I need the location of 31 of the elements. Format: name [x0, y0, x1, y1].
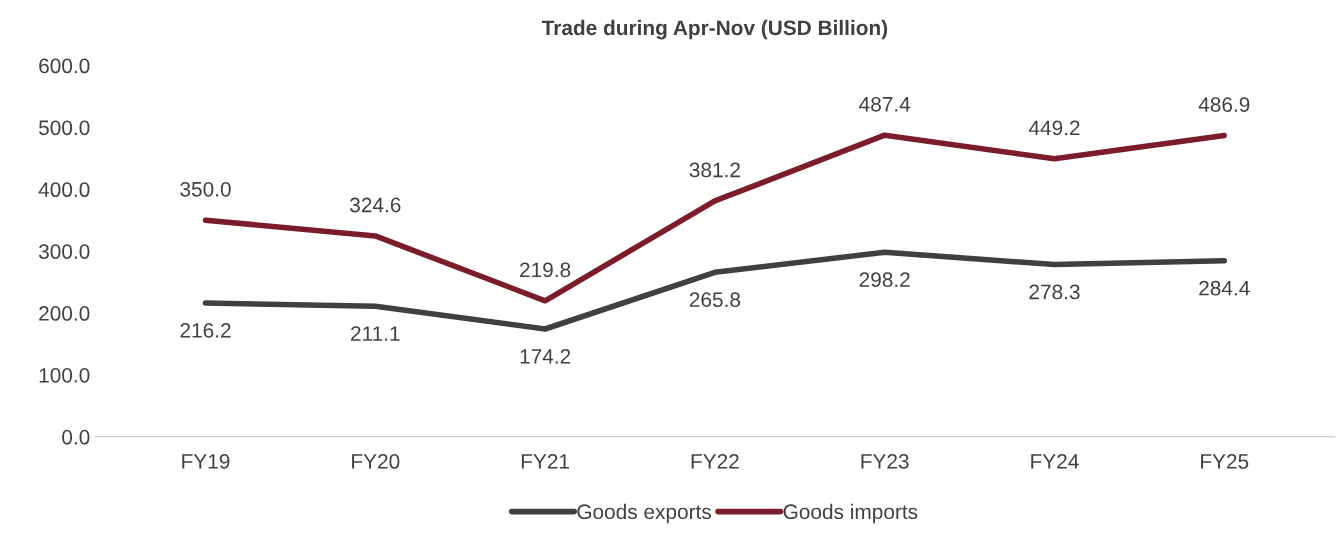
y-tick-label: 500.0	[38, 120, 90, 136]
x-tick-label: FY23	[861, 454, 909, 469]
y-tick-label: 100.0	[39, 367, 90, 383]
x-tick-label: FY19	[182, 454, 230, 469]
chart-title: Trade during Apr-Nov (USD Billion)	[541, 19, 888, 40]
x-tick-label: FY21	[521, 454, 569, 469]
legend-label: Goods exports	[577, 503, 712, 524]
data-label: 219.8	[520, 262, 571, 278]
data-label: 381.2	[689, 162, 740, 178]
data-label: 487.4	[859, 96, 911, 112]
data-label: 486.9	[1198, 97, 1250, 112]
y-tick-label: 600.0	[39, 58, 90, 74]
data-label: 449.2	[1028, 120, 1080, 136]
data-label: 324.6	[350, 197, 401, 213]
data-label: 174.2	[520, 349, 571, 364]
y-tick-label: 200.0	[39, 306, 90, 321]
legend-label: Goods imports	[783, 503, 918, 524]
data-label: 265.8	[689, 292, 741, 308]
y-tick-label: 300.0	[38, 244, 90, 259]
data-label: 216.2	[180, 323, 231, 338]
x-tick-label: FY20	[352, 454, 400, 469]
data-label: 350.0	[180, 181, 231, 197]
data-label: 298.2	[859, 272, 910, 288]
data-label: 284.4	[1199, 280, 1250, 296]
x-tick-label: FY22	[691, 454, 739, 469]
y-tick-label: 0.0	[62, 429, 90, 445]
x-tick-label: FY25	[1201, 454, 1249, 469]
x-tick-label: FY24	[1031, 454, 1079, 469]
y-tick-label: 400.0	[38, 182, 90, 198]
data-label: 278.3	[1029, 284, 1080, 300]
data-label: 211.1	[351, 326, 400, 341]
